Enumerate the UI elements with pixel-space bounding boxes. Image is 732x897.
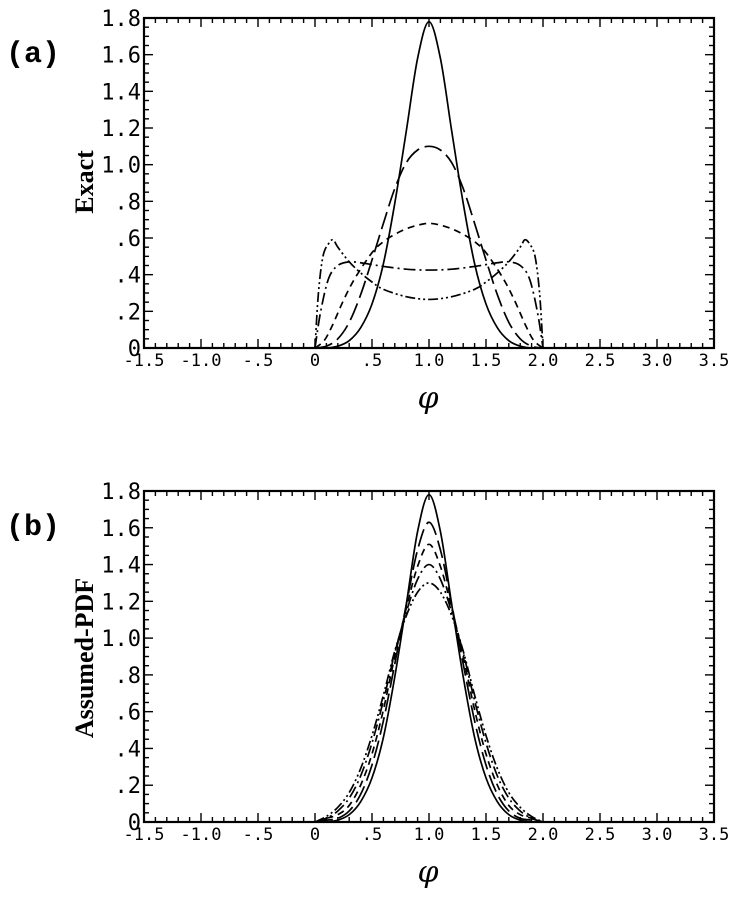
panel-b-x-tick-label: 3.0: [642, 825, 673, 845]
panel-b-y-tick-label: 1.2: [101, 590, 141, 615]
panel-a-plot-area: -1.5 -1.0 -.5 0 .5 1.0 1.5 2.0 2.5 3.0 3.5 0 .2 .4 .6.…: [101, 7, 729, 371]
panel-a-x-tick-label: 0: [310, 351, 320, 371]
panel-a-series-short-dash-line: [314, 222, 544, 349]
panel-b-x-tick-label: -.5: [243, 825, 274, 845]
panel-b-y-tick-label: 1.8: [101, 480, 141, 505]
panel-a-y-tick-label: .4: [115, 264, 142, 289]
panel-a: (a) Exact φ -1.5 -1.0 -.5 0 .5 1.0 1.5 2.0 2.5 3.…: [6, 7, 729, 416]
panel-a-y-tick-label: 1.6: [101, 44, 141, 69]
panel-b-x-tick-label: .5: [362, 825, 382, 845]
panel-b-plot-area: -1.5 -1.0 -.5 0 .5 1.0 1.5 2.0 2.5 3.0 3.5 0 .2 .4 .6.…: [101, 480, 729, 845]
panel-a-y-tick-label: .6: [115, 227, 142, 252]
panel-a-frame: [142, 16, 716, 350]
panel-b-x-tick-label: 1.5: [471, 825, 502, 845]
panel-b-y-tick-label: .6: [115, 701, 142, 726]
panel-b-frame: [142, 489, 716, 824]
panel-b-y-tick-label: .2: [115, 774, 142, 799]
panel-b-ylabel: Assumed-PDF: [70, 578, 99, 738]
panel-b-y-tick-label: .4: [115, 737, 142, 762]
panel-b-y-tick-label: 1.4: [101, 554, 141, 579]
panel-a-y-tick-label: .2: [115, 300, 142, 325]
panel-a-x-tick-label: 1.5: [471, 351, 502, 371]
panel-b-x-tick-label: 1.0: [414, 825, 445, 845]
panel-a-y-tick-label: 1.2: [101, 117, 141, 142]
panel-a-xlabel: φ: [417, 381, 438, 416]
panel-b-series-long-dash-line: [314, 521, 544, 823]
panel-a-series-long-dash-line: [314, 145, 544, 349]
panel-b-y-tick-label: 1.6: [101, 517, 141, 542]
panel-b-series-short-dash-line: [314, 543, 544, 823]
panel-a-x-tick-label: 3.5: [699, 351, 730, 371]
panel-b: (b) Assumed-PDF φ -1.5 -1.0 -.5 0 .5 1.0 1.5 2.…: [6, 480, 729, 890]
panel-b-x-tick-label: 3.5: [699, 825, 730, 845]
panel-b-series-dash-dot-dot-line: [314, 582, 544, 823]
panel-a-x-tick-label: 2.0: [528, 351, 559, 371]
panel-a-series-dash-dot-dot-line: [314, 238, 544, 349]
panel-b-x-tick-label: 2.0: [528, 825, 559, 845]
panel-a-x-tick-label: 3.0: [642, 351, 673, 371]
panel-a-x-tick-label: .5: [362, 351, 382, 371]
panel-b-x-tick-label: -1.0: [181, 825, 222, 845]
panel-b-xlabel: φ: [417, 855, 438, 890]
panel-b-y-tick-label: 0: [128, 811, 141, 836]
panel-a-x-tick-label: -1.0: [181, 351, 222, 371]
panel-a-x-tick-label: 1.0: [414, 351, 445, 371]
panel-b-y-tick-label: 1.0: [101, 627, 141, 652]
panel-b-x-tick-label: -1.5: [124, 825, 165, 845]
panel-a-x-tick-label: 2.5: [585, 351, 616, 371]
panel-a-label: (a): [6, 38, 60, 72]
panel-a-x-tick-label: -1.5: [124, 351, 165, 371]
panel-b-x-tick-label: 2.5: [585, 825, 616, 845]
panel-a-y-tick-label: 0: [128, 337, 141, 362]
panel-a-y-tick-label: 1.4: [101, 80, 141, 105]
panel-a-series-dash-dot-line: [314, 260, 544, 349]
panel-b-label: (b): [6, 511, 60, 545]
panel-a-y-tick-label: 1.0: [101, 154, 141, 179]
panel-a-y-tick-label: 1.8: [101, 7, 141, 32]
panel-a-series-solid-line: [314, 20, 544, 349]
panel-b-series-dash-dot-line: [314, 563, 544, 823]
panel-b-y-tick-label: .8: [115, 664, 142, 689]
panel-a-x-tick-label: -.5: [243, 351, 274, 371]
panel-b-series-solid-line: [314, 493, 544, 823]
panel-a-ylabel: Exact: [70, 150, 99, 214]
panel-a-y-tick-label: .8: [115, 190, 142, 215]
panel-b-x-tick-label: 0: [310, 825, 320, 845]
